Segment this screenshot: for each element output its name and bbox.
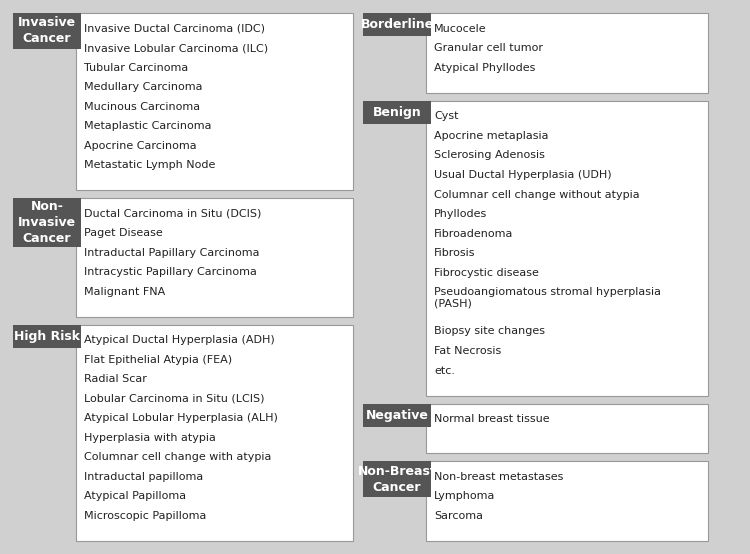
Text: Apocrine Carcinoma: Apocrine Carcinoma — [84, 141, 196, 151]
Text: Fibroadenoma: Fibroadenoma — [434, 229, 513, 239]
Text: Hyperplasia with atypia: Hyperplasia with atypia — [84, 433, 216, 443]
Text: Lobular Carcinoma in Situ (LCIS): Lobular Carcinoma in Situ (LCIS) — [84, 394, 265, 404]
FancyBboxPatch shape — [363, 404, 431, 427]
FancyBboxPatch shape — [13, 198, 81, 247]
FancyBboxPatch shape — [426, 101, 708, 396]
Text: Fat Necrosis: Fat Necrosis — [434, 346, 501, 356]
Text: Ductal Carcinoma in Situ (DCIS): Ductal Carcinoma in Situ (DCIS) — [84, 209, 261, 219]
Text: Apocrine metaplasia: Apocrine metaplasia — [434, 131, 548, 141]
Text: Benign: Benign — [373, 106, 422, 119]
Text: Normal breast tissue: Normal breast tissue — [434, 414, 550, 424]
Text: Atypical Ductal Hyperplasia (ADH): Atypical Ductal Hyperplasia (ADH) — [84, 335, 274, 345]
Text: Borderline: Borderline — [360, 18, 434, 31]
Text: Usual Ductal Hyperplasia (UDH): Usual Ductal Hyperplasia (UDH) — [434, 170, 612, 180]
Text: etc.: etc. — [434, 366, 455, 376]
Text: Sarcoma: Sarcoma — [434, 511, 483, 521]
FancyBboxPatch shape — [13, 13, 81, 49]
Text: Microscopic Papilloma: Microscopic Papilloma — [84, 511, 206, 521]
FancyBboxPatch shape — [76, 198, 353, 317]
FancyBboxPatch shape — [363, 13, 431, 36]
Text: Lymphoma: Lymphoma — [434, 491, 495, 501]
Text: Mucinous Carcinoma: Mucinous Carcinoma — [84, 101, 200, 111]
Text: Tubular Carcinoma: Tubular Carcinoma — [84, 63, 188, 73]
Text: Intraductal Papillary Carcinoma: Intraductal Papillary Carcinoma — [84, 248, 260, 258]
Text: High Risk: High Risk — [14, 330, 80, 343]
Text: Flat Epithelial Atypia (FEA): Flat Epithelial Atypia (FEA) — [84, 355, 232, 365]
FancyBboxPatch shape — [363, 461, 431, 497]
FancyBboxPatch shape — [426, 461, 708, 541]
Text: Paget Disease: Paget Disease — [84, 228, 163, 238]
Text: Radial Scar: Radial Scar — [84, 375, 147, 384]
FancyBboxPatch shape — [363, 101, 431, 124]
Text: Granular cell tumor: Granular cell tumor — [434, 43, 543, 53]
Text: Malignant FNA: Malignant FNA — [84, 287, 165, 297]
Text: Atypical Phyllodes: Atypical Phyllodes — [434, 63, 536, 73]
Text: Metastatic Lymph Node: Metastatic Lymph Node — [84, 160, 215, 170]
Text: Intracystic Papillary Carcinoma: Intracystic Papillary Carcinoma — [84, 267, 256, 277]
Text: Medullary Carcinoma: Medullary Carcinoma — [84, 82, 203, 92]
Text: Phyllodes: Phyllodes — [434, 209, 488, 219]
Text: Non-
Invasive
Cancer: Non- Invasive Cancer — [18, 200, 76, 245]
FancyBboxPatch shape — [76, 325, 353, 541]
Text: Biopsy site changes: Biopsy site changes — [434, 326, 545, 336]
Text: Columnar cell change with atypia: Columnar cell change with atypia — [84, 453, 272, 463]
Text: Atypical Lobular Hyperplasia (ALH): Atypical Lobular Hyperplasia (ALH) — [84, 413, 278, 423]
FancyBboxPatch shape — [426, 404, 708, 453]
Text: Non-breast metastases: Non-breast metastases — [434, 472, 563, 482]
Text: Sclerosing Adenosis: Sclerosing Adenosis — [434, 150, 544, 161]
FancyBboxPatch shape — [13, 325, 81, 348]
Text: Invasive Lobular Carcinoma (ILC): Invasive Lobular Carcinoma (ILC) — [84, 43, 268, 53]
Text: Metaplastic Carcinoma: Metaplastic Carcinoma — [84, 121, 212, 131]
Text: Columnar cell change without atypia: Columnar cell change without atypia — [434, 189, 640, 199]
Text: Cyst: Cyst — [434, 111, 458, 121]
Text: Non-Breast
Cancer: Non-Breast Cancer — [358, 465, 436, 494]
Text: Fibrosis: Fibrosis — [434, 248, 476, 258]
Text: Pseudoangiomatous stromal hyperplasia
(PASH): Pseudoangiomatous stromal hyperplasia (P… — [434, 288, 661, 309]
Text: Invasive Ductal Carcinoma (IDC): Invasive Ductal Carcinoma (IDC) — [84, 23, 265, 33]
Text: Negative: Negative — [365, 409, 428, 422]
Text: Fibrocystic disease: Fibrocystic disease — [434, 268, 538, 278]
Text: Intraductal papilloma: Intraductal papilloma — [84, 472, 203, 482]
Text: Atypical Papilloma: Atypical Papilloma — [84, 491, 186, 501]
FancyBboxPatch shape — [76, 13, 353, 190]
Text: Invasive
Cancer: Invasive Cancer — [18, 17, 76, 45]
FancyBboxPatch shape — [426, 13, 708, 93]
Text: Mucocele: Mucocele — [434, 23, 487, 34]
